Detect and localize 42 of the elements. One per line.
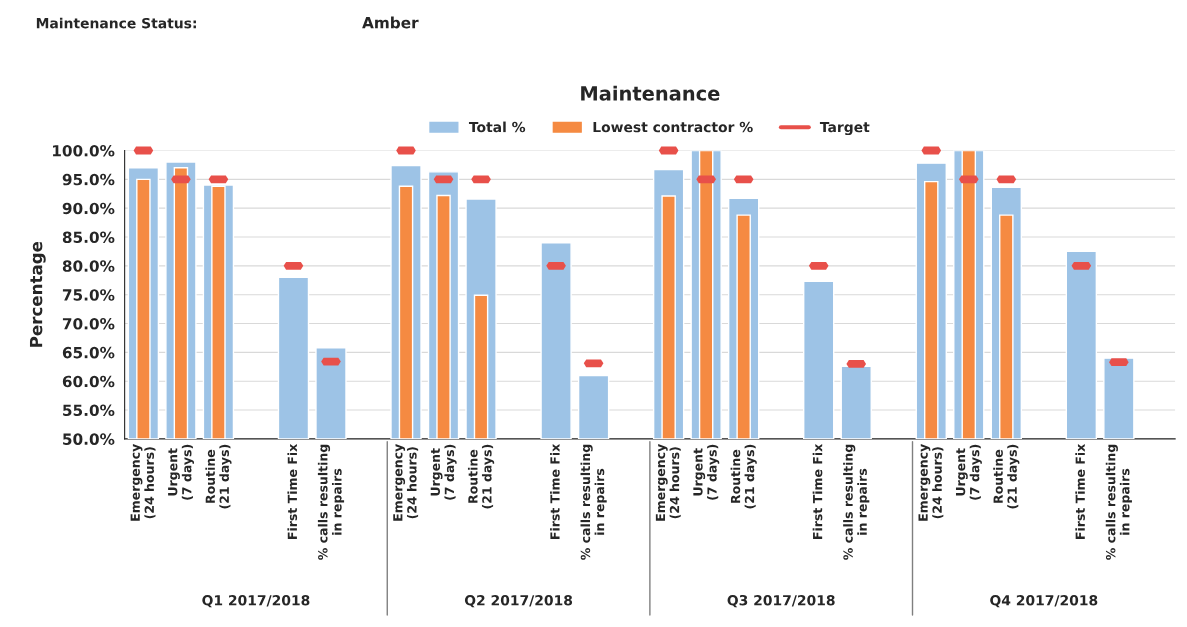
y-tick-label: 95.0% — [62, 173, 115, 186]
text: Q3 2017/2018 — [727, 594, 835, 608]
x-tick-label: Emergency (24 hours) — [393, 443, 419, 521]
x-tick-label: % calls resulting in repairs — [317, 444, 345, 560]
x-tick-label: Urgent (7 days) — [693, 444, 720, 500]
x-tick-label: Routine (21 days) — [993, 444, 1020, 509]
x-tick-label: First Time Fix — [550, 443, 560, 539]
x-tick-label: First Time Fix — [1075, 443, 1085, 539]
x-tick-label: First Time Fix — [287, 443, 298, 539]
text: Q1 2017/2018 — [202, 594, 310, 608]
x-tick-label: % calls resulting in repairs — [580, 444, 607, 560]
y-tick-label: 55.0% — [63, 404, 115, 417]
y-tick-label: 65.0% — [62, 346, 115, 359]
x-tick-label: Routine (21 days) — [730, 444, 757, 509]
chart-title: Maintenance — [581, 85, 720, 101]
y-tick-label: 100.0% — [53, 144, 115, 157]
text: Maintenance Status: — [36, 17, 196, 29]
y-tick-label: 80.0% — [62, 260, 115, 272]
legend-label: Total % — [468, 121, 526, 133]
text: Amber — [362, 16, 419, 29]
x-tick-label: Urgent (7 days) — [955, 444, 982, 500]
x-tick-label: Emergency (24 hours) — [655, 443, 681, 521]
y-tick-label: 70.0% — [62, 318, 115, 330]
x-tick-label: Emergency (24 hours) — [918, 443, 944, 521]
x-tick-label: First Time Fix — [812, 443, 823, 539]
x-tick-label: Urgent (7 days) — [168, 444, 195, 500]
x-tick-label: Emergency (24 hours) — [130, 443, 156, 521]
y-tick-label: 85.0% — [62, 231, 115, 244]
x-tick-label: Routine (21 days) — [467, 444, 495, 509]
text: Q2 2017/2018 — [464, 594, 573, 608]
text: Q4 2017/2018 — [990, 594, 1098, 608]
legend-label: Target — [819, 121, 870, 136]
x-tick-label: % calls resulting in repairs — [1105, 444, 1132, 560]
x-tick-label: Urgent (7 days) — [430, 444, 457, 500]
y-tick-label: 75.0% — [62, 289, 115, 301]
y-tick-label: 60.0% — [62, 375, 115, 388]
x-tick-label: Routine (21 days) — [205, 444, 232, 509]
legend-label: Lowest contractor % — [593, 121, 753, 133]
y-tick-label: 50.0% — [63, 433, 115, 445]
x-tick-label: % calls resulting in repairs — [843, 444, 870, 560]
y-axis-title: Percentage — [29, 241, 46, 347]
y-tick-label: 90.0% — [62, 202, 115, 215]
